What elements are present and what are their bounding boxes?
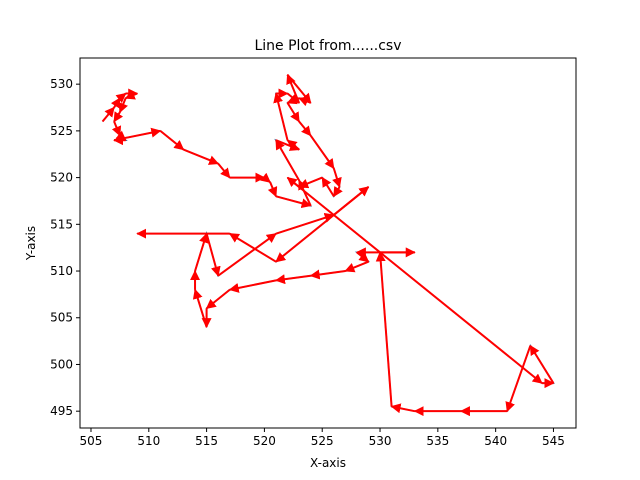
direction-arrow [321,176,335,197]
axes-frame [79,57,577,429]
direction-arrow [298,176,323,189]
direction-arrow [205,233,221,277]
direction-arrow [267,181,278,198]
direction-arrow [286,139,300,151]
direction-arrow [309,134,335,170]
y-tick-label: 525 [50,124,73,138]
direction-arrow [356,251,370,263]
direction-arrow [505,345,532,413]
direction-arrow [332,185,343,198]
y-tick-label: 510 [50,264,73,278]
direction-arrow [286,176,543,384]
plot-area [101,73,555,417]
direction-arrow [101,106,115,123]
y-tick-label: 515 [50,217,73,231]
direction-arrow [275,186,370,263]
direction-arrow [298,120,312,137]
x-tick-label: 510 [137,434,160,448]
x-tick-label: 525 [311,434,334,448]
x-tick-label: 540 [484,434,507,448]
direction-arrow [286,94,300,105]
direction-arrow [298,96,312,107]
chart-title: Line Plot from......csv [254,38,401,54]
y-tick-label: 520 [50,171,73,185]
y-tick-label: 500 [50,357,73,371]
y-axis-label: Y-axis [24,226,38,261]
x-tick-label: 520 [253,434,276,448]
x-tick-label: 545 [542,434,565,448]
direction-arrow [217,232,277,277]
direction-arrow [275,139,300,181]
direction-arrow [115,92,127,104]
direction-arrow [124,90,138,100]
direction-arrow [375,251,393,407]
direction-arrow [113,127,162,142]
direction-arrow [194,232,209,272]
direction-arrow [228,232,277,263]
direction-arrow [228,279,277,293]
x-tick-label: 535 [426,434,449,448]
direction-arrow [260,172,271,184]
direction-arrow [113,111,124,123]
y-tick-label: 530 [50,77,73,91]
direction-arrow [183,148,220,165]
direction-arrow [286,102,300,123]
x-tick-label: 515 [195,434,218,448]
direction-arrow [159,130,185,151]
direction-arrow [192,288,208,328]
axis-ticks: 505 510 515 520 525 530 535 540 545 495 500 505 510 5… [50,77,565,448]
direction-arrow [529,344,555,384]
x-tick-label: 530 [369,434,392,448]
direction-arrow [273,92,289,141]
direction-arrow [332,167,342,188]
y-tick-label: 495 [50,404,73,418]
direction-arrow [118,97,128,114]
direction-arrow [309,269,346,280]
direction-arrow [390,403,415,414]
direction-arrow [217,162,231,179]
direction-arrow [275,212,335,235]
direction-arrow [344,260,369,273]
direction-arrow [275,195,312,209]
y-tick-label: 505 [50,311,73,325]
direction-arrow [274,274,311,285]
x-tick-label: 505 [80,434,103,448]
x-axis-label: X-axis [310,456,346,470]
direction-arrow [205,288,231,310]
